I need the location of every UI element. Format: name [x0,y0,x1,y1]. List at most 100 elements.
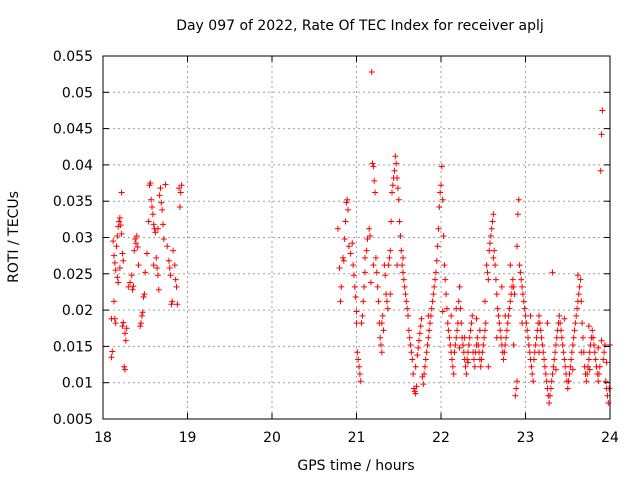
data-point [162,181,169,188]
y-tick-label: 0.05 [62,85,93,101]
data-point [166,264,173,271]
data-point [352,294,359,301]
data-point [156,192,163,199]
data-point [427,320,434,327]
data-point [116,264,123,271]
data-point [453,334,460,341]
data-point [354,349,361,356]
data-point [490,211,497,218]
data-point [130,283,137,290]
data-point [481,334,488,341]
data-point [164,243,171,250]
data-point [171,262,178,269]
data-point [407,341,414,348]
data-point [394,262,401,269]
data-point [378,320,385,327]
data-point [375,298,382,305]
data-point [451,349,458,356]
data-point [387,291,394,298]
data-point [520,298,527,305]
data-point [570,334,577,341]
data-point [112,267,119,274]
axis-ticks: 18 19 20 21 22 23 24 0.005 0.01 0.015 0.02 0.025 0.0… [53,49,619,446]
data-point [116,214,123,221]
data-point [343,199,350,206]
data-point [431,283,438,290]
data-point [442,276,449,283]
data-point [488,225,495,232]
data-point [524,327,531,334]
data-point [112,320,119,327]
data-point [503,327,510,334]
data-point [129,286,136,293]
data-point [436,204,443,211]
data-point [361,254,368,261]
data-point [392,153,399,160]
data-point [350,272,357,279]
data-point [595,378,602,385]
data-point [455,298,462,305]
data-point [481,298,488,305]
data-point [500,356,507,363]
data-point [428,305,435,312]
data-point [586,366,593,373]
data-point [533,334,540,341]
data-point [604,392,611,399]
data-point [552,366,559,373]
data-point [486,247,493,254]
data-point [404,305,411,312]
x-tick-label: 20 [263,430,281,446]
data-point [108,354,115,361]
x-tick-label: 19 [179,430,197,446]
data-point [382,272,389,279]
data-point [405,327,412,334]
y-tick-label: 0.045 [53,122,93,138]
data-point [528,363,535,370]
data-point [379,312,386,319]
data-point [429,298,436,305]
data-point [529,370,536,377]
data-point [471,363,478,370]
data-point [134,243,141,250]
data-point [401,283,408,290]
data-point [119,250,126,257]
data-point [168,301,175,308]
data-point [467,327,474,334]
data-point [380,327,387,334]
data-point [149,211,156,218]
data-point [137,323,144,330]
data-point [598,131,605,138]
data-point [367,279,374,286]
data-point [439,308,446,315]
data-point [450,370,457,377]
data-point [564,385,571,392]
data-point [356,370,363,377]
data-point [160,235,167,242]
data-point [358,320,365,327]
data-point [178,182,185,189]
data-point [465,341,472,348]
data-point [440,233,447,240]
data-point [438,182,444,189]
data-point [502,312,509,319]
data-point [506,305,513,312]
x-tick-label: 18 [94,430,112,446]
data-point [596,370,603,377]
data-point [388,218,395,225]
data-point [495,312,502,319]
data-point [537,327,544,334]
data-point [517,269,524,276]
data-point [526,349,533,356]
data-point [114,274,121,281]
data-point [338,283,345,290]
data-point [603,359,610,366]
data-point [152,229,159,236]
data-point [406,334,413,341]
data-point [393,160,400,167]
data-point [369,160,376,167]
data-point [538,334,545,341]
data-point [552,349,559,356]
data-point [114,233,121,240]
data-point [561,315,568,322]
data-point [353,308,360,315]
